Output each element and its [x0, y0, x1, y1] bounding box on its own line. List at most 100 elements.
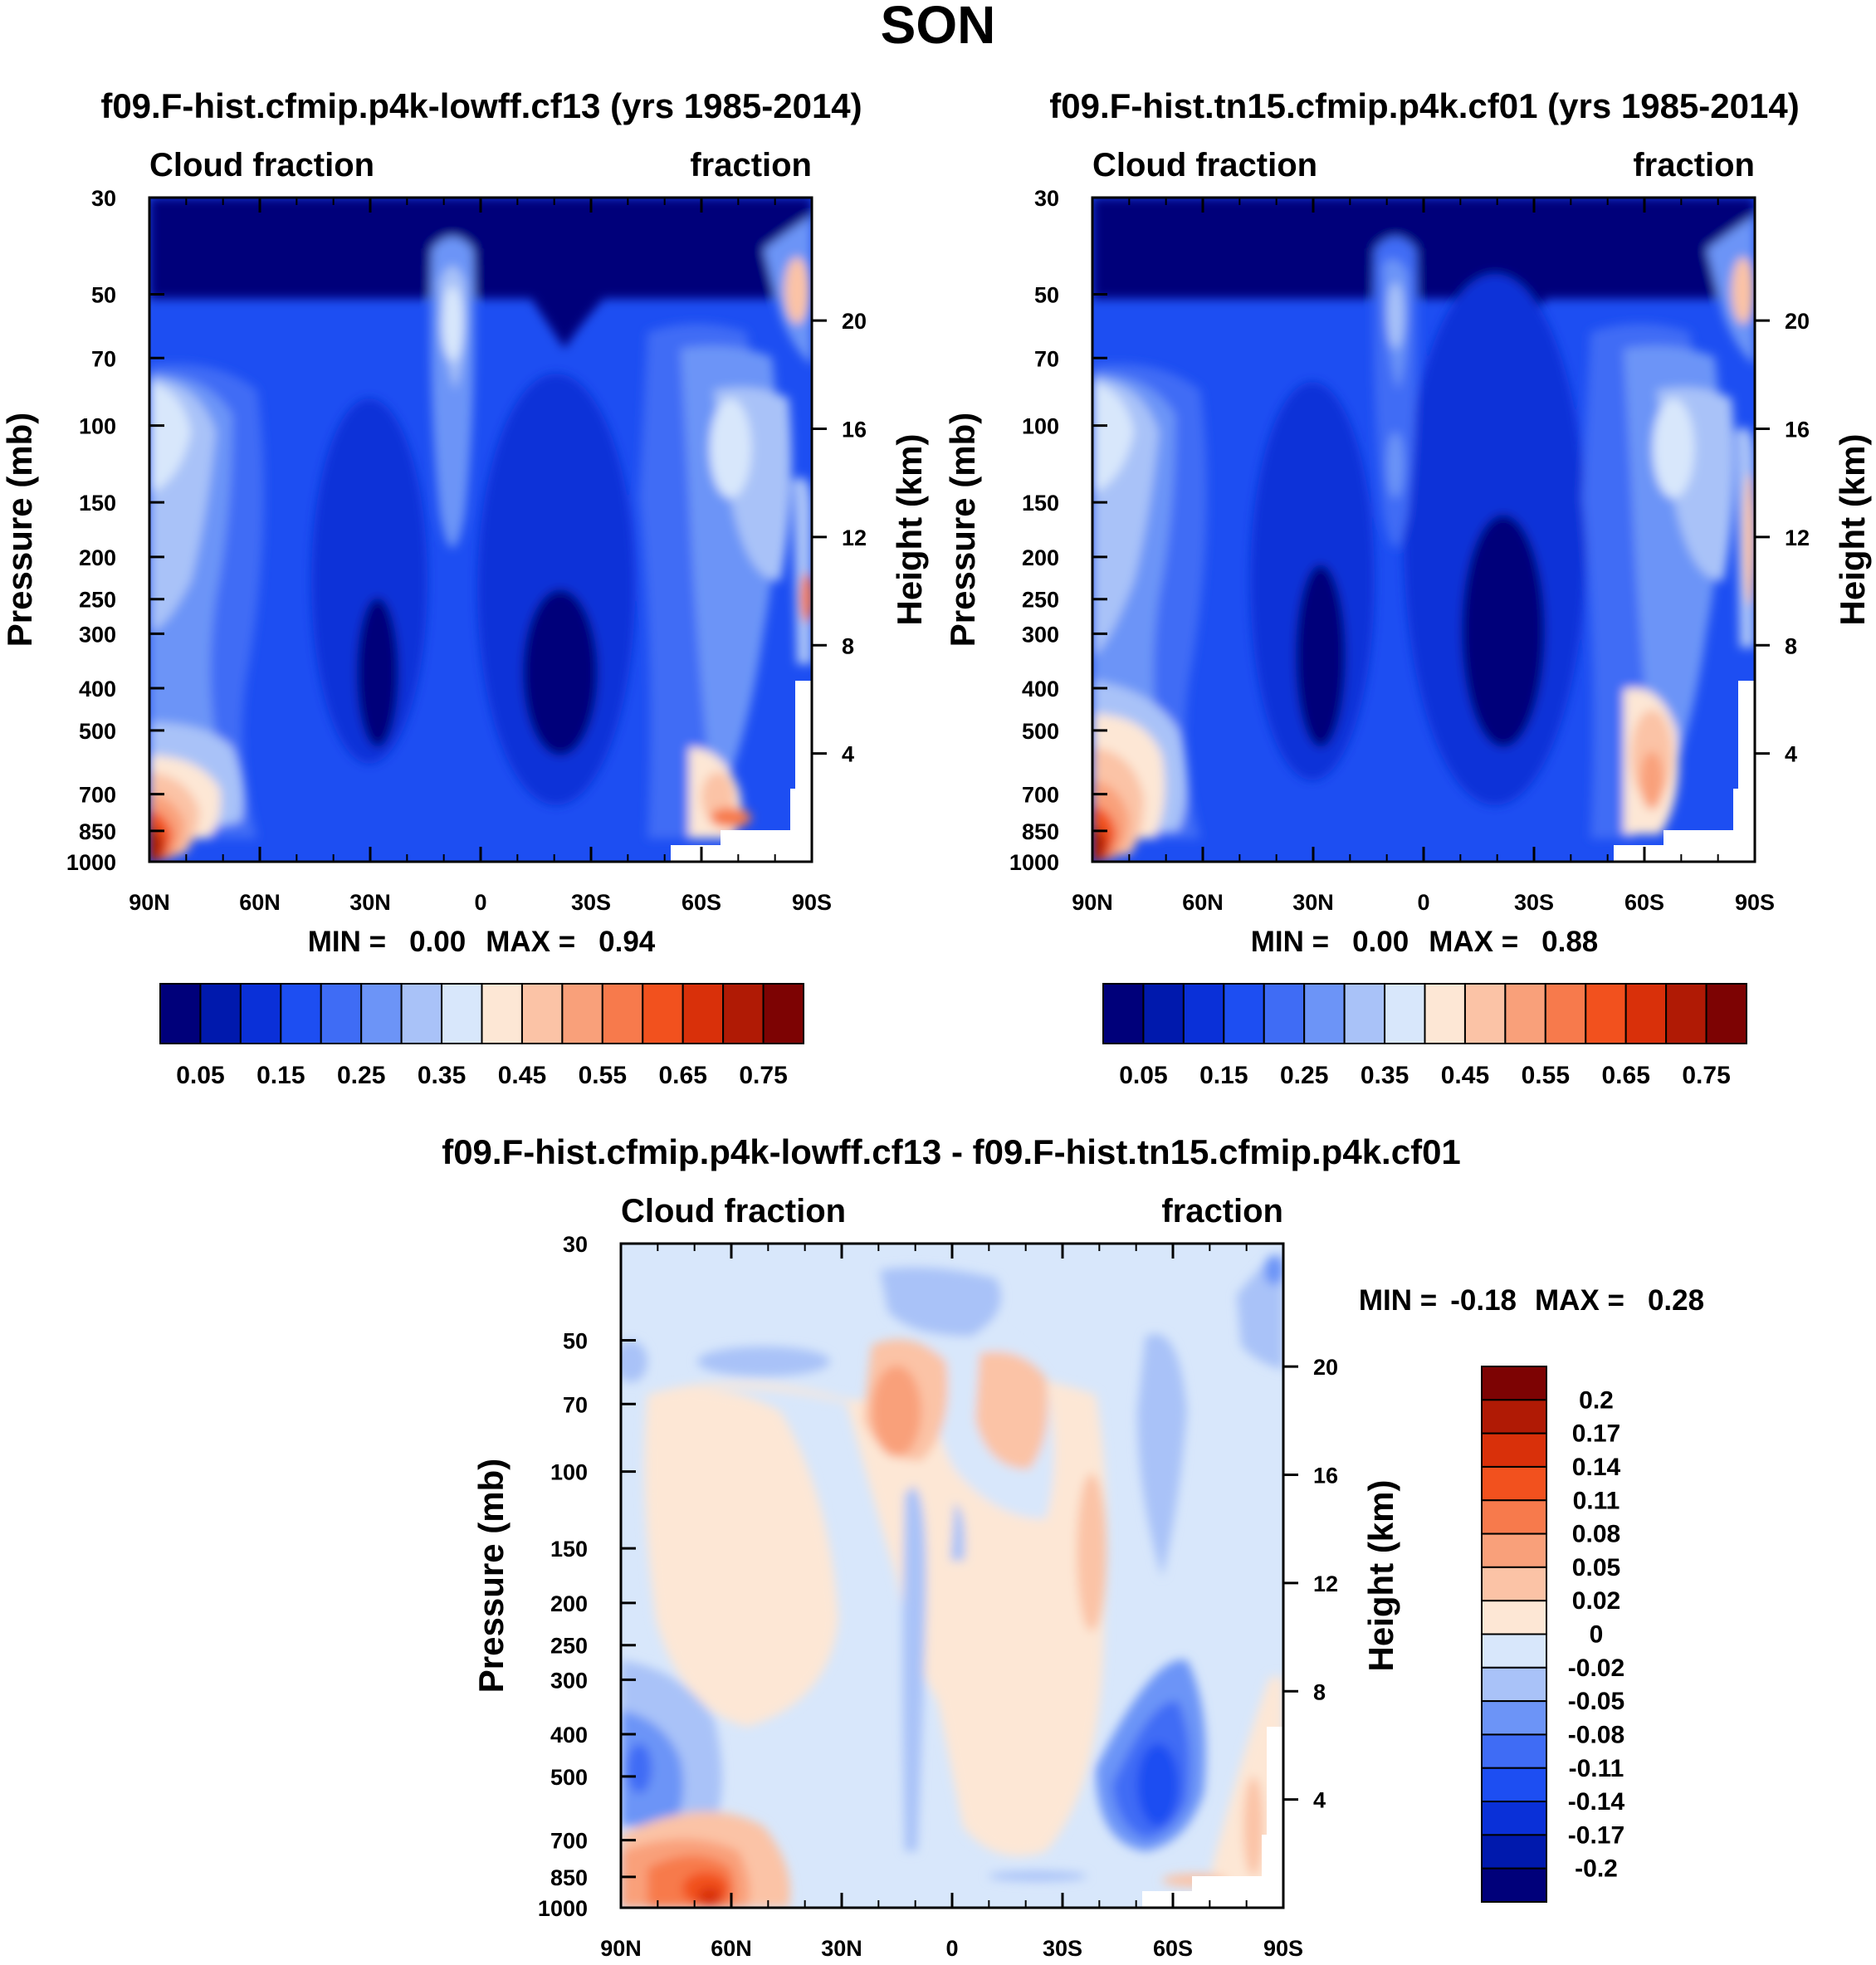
x-tick-label: 60N — [711, 1936, 752, 1961]
panel-3-max-value: 0.28 — [1648, 1284, 1704, 1317]
y-tick-label: 700 — [79, 783, 116, 808]
panel-2-y2-ticks: 20 16 12 8 4 — [1755, 309, 1810, 767]
panel-3-colorbar: 0.2 0.17 0.14 0.11 0.08 0.05 0.02 0 -0.02 -0.05 -0… — [1481, 1366, 1624, 1903]
y-tick-label: 500 — [1022, 719, 1059, 744]
y-tick-label: 100 — [1022, 414, 1059, 439]
panel-3-y2-axis-title: Height (km) — [1361, 1480, 1400, 1672]
y-tick-label: 850 — [79, 819, 116, 844]
colorbar-swatch — [1263, 983, 1306, 1044]
y2-tick-label: 20 — [1785, 309, 1810, 334]
colorbar-swatch — [1481, 1700, 1547, 1736]
main-title: SON — [881, 0, 996, 55]
x-tick-label: 30N — [349, 890, 391, 915]
x-tick-label: 60N — [239, 890, 281, 915]
colorbar-label: 0.65 — [658, 1062, 706, 1089]
panel-1-colorbar: 0.05 0.15 0.25 0.35 0.45 0.55 0.65 0.75 — [159, 983, 804, 1089]
x-tick-label: 90N — [600, 1936, 642, 1961]
panel-1-max-label: MAX = — [486, 926, 575, 958]
panel-3-field — [621, 1244, 1283, 1908]
y2-tick-label: 4 — [1313, 1788, 1326, 1813]
colorbar-swatch — [1481, 1600, 1547, 1635]
x-tick-label: 60N — [1182, 890, 1224, 915]
panel-1: f09.F-hist.cfmip.p4k-lowff.cf13 (yrs 198… — [0, 86, 929, 1089]
colorbar-label: 0.05 — [176, 1062, 224, 1089]
y-tick-label: 150 — [550, 1537, 588, 1562]
colorbar-swatch — [481, 983, 523, 1044]
y2-tick-label: 4 — [1785, 742, 1797, 767]
panel-2-y-ticks: 30 50 70 100 150 200 250 300 400 500 700 850 1000 — [1009, 186, 1107, 875]
colorbar-label: -0.05 — [1568, 1688, 1624, 1715]
y-tick-label: 70 — [1034, 346, 1059, 371]
y2-tick-label: 20 — [842, 309, 867, 334]
y-tick-label: 30 — [563, 1232, 588, 1257]
y-tick-label: 500 — [550, 1765, 588, 1790]
x-tick-label: 60S — [682, 890, 721, 915]
colorbar-swatch — [1504, 983, 1546, 1044]
panel-3-x-ticks: 90N 60N 30N 0 30S 60S 90S — [600, 1244, 1303, 1961]
panel-2-field — [1092, 198, 1755, 862]
colorbar-swatch — [1481, 1834, 1547, 1870]
colorbar-swatch — [1424, 983, 1466, 1044]
x-tick-label: 30S — [1514, 890, 1554, 915]
y2-tick-label: 20 — [1313, 1355, 1338, 1380]
colorbar-swatch — [1142, 983, 1185, 1044]
colorbar-swatch — [601, 983, 644, 1044]
x-tick-label: 90N — [129, 890, 170, 915]
colorbar-label: 0.08 — [1572, 1521, 1620, 1548]
x-tick-label: 60S — [1153, 1936, 1193, 1961]
y-tick-label: 100 — [550, 1460, 588, 1485]
colorbar-swatch — [1223, 983, 1265, 1044]
colorbar-swatch — [682, 983, 725, 1044]
colorbar-swatch — [1481, 1801, 1547, 1836]
colorbar-label: 0.15 — [256, 1062, 305, 1089]
panel-1-y2-axis-title: Height (km) — [890, 434, 929, 626]
y-tick-label: 200 — [79, 545, 116, 570]
colorbar-label: 0.14 — [1572, 1454, 1621, 1481]
colorbar-label: 0.55 — [1522, 1062, 1570, 1089]
panel-2-y-axis-title: Pressure (mb) — [943, 413, 982, 647]
x-tick-label: 30S — [1043, 1936, 1082, 1961]
panel-2-max-label: MAX = — [1429, 926, 1518, 958]
panel-1-title: f09.F-hist.cfmip.p4k-lowff.cf13 (yrs 198… — [100, 86, 862, 125]
colorbar-label: 0.2 — [1579, 1386, 1614, 1414]
panel-2: f09.F-hist.tn15.cfmip.p4k.cf01 (yrs 1985… — [943, 86, 1872, 1089]
colorbar-swatch — [1182, 983, 1225, 1044]
panel-1-y-ticks: 30 50 70 100 150 200 250 300 400 500 700 850 1000 — [66, 186, 164, 875]
y-tick-label: 70 — [91, 346, 116, 371]
y-tick-label: 700 — [550, 1829, 588, 1854]
panel-2-min-label: MIN = — [1251, 926, 1329, 958]
x-tick-label: 30N — [1292, 890, 1334, 915]
y2-tick-label: 16 — [1313, 1464, 1338, 1488]
y-tick-label: 400 — [79, 677, 116, 701]
panel-1-right-label: fraction — [690, 147, 812, 183]
colorbar-swatch — [239, 983, 282, 1044]
colorbar-swatch — [280, 983, 322, 1044]
colorbar-swatch — [1481, 1399, 1547, 1435]
colorbar-label: 0.35 — [418, 1062, 466, 1089]
colorbar-swatch — [1481, 1566, 1547, 1602]
colorbar-swatch — [1705, 983, 1747, 1044]
colorbar-label: 0.05 — [1119, 1062, 1167, 1089]
y-tick-label: 300 — [550, 1668, 588, 1693]
y-tick-label: 50 — [91, 283, 116, 308]
panel-1-y-axis-title: Pressure (mb) — [0, 413, 39, 647]
panel-3-min-value: -0.18 — [1450, 1284, 1517, 1317]
panel-3-title: f09.F-hist.cfmip.p4k-lowff.cf13 - f09.F-… — [442, 1132, 1461, 1171]
panel-1-min-label: MIN = — [308, 926, 386, 958]
y-tick-label: 200 — [550, 1591, 588, 1616]
y-tick-label: 300 — [1022, 622, 1059, 647]
panel-3-min-label: MIN = — [1359, 1284, 1437, 1317]
y-tick-label: 300 — [79, 622, 116, 647]
colorbar-swatch — [722, 983, 765, 1044]
y2-tick-label: 12 — [842, 525, 867, 550]
colorbar-swatch — [1463, 983, 1507, 1044]
colorbar-label: -0.17 — [1568, 1821, 1624, 1849]
colorbar-swatch — [400, 983, 443, 1044]
panel-3-right-label: fraction — [1161, 1193, 1283, 1229]
colorbar-swatch — [441, 983, 483, 1044]
colorbar-label: 0.25 — [337, 1062, 385, 1089]
panel-2-title: f09.F-hist.tn15.cfmip.p4k.cf01 (yrs 1985… — [1049, 86, 1799, 125]
panel-1-min-value: 0.00 — [409, 926, 466, 958]
colorbar-swatch — [1481, 1666, 1547, 1703]
panel-1-max-value: 0.94 — [598, 926, 656, 958]
